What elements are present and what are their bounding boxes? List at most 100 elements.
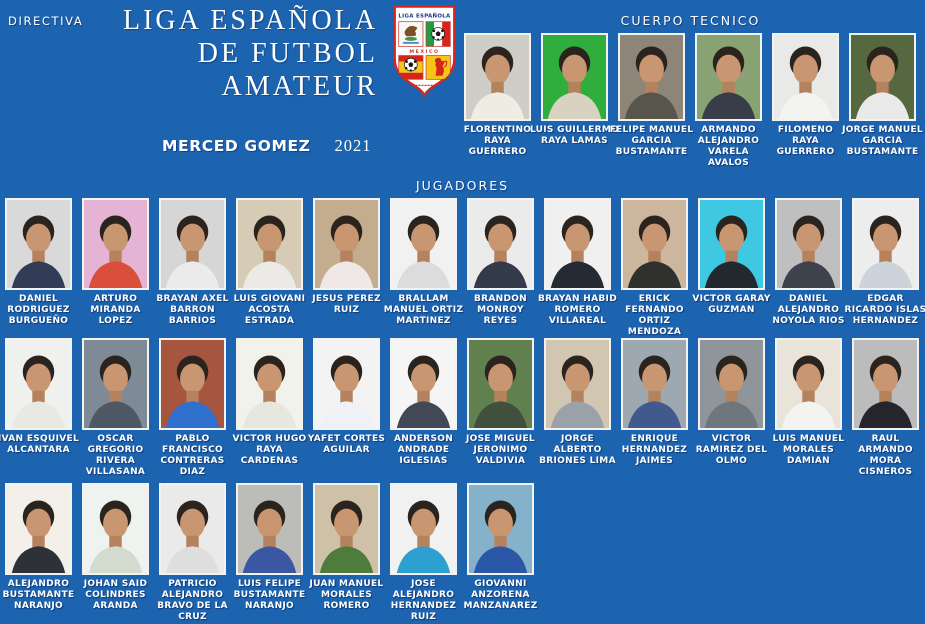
member-photo <box>544 198 611 290</box>
member-photo <box>5 198 72 290</box>
member-name: IVAN ESQUIVEL ALCANTARA <box>0 434 80 455</box>
member-card: ERICK FERNANDO ORTIZ MENDOZA <box>621 198 688 338</box>
member-card: ALEJANDRO BUSTAMANTE NARANJO <box>3 483 74 623</box>
member-name: DANIEL ALEJANDRO NOYOLA RIOS <box>772 294 845 326</box>
member-name: FELIPE MANUEL GARCIA BUSTAMANTE <box>609 125 694 157</box>
person-silhouette-icon <box>624 46 679 119</box>
member-name: JUAN MANUEL MORALES ROMERO <box>309 579 384 611</box>
person-silhouette-icon <box>396 355 451 428</box>
member-name: PABLO FRANCISCO CONTRERAS DIAZ <box>160 434 225 477</box>
players-section-heading: JUGADORES <box>415 178 510 193</box>
member-photo <box>159 338 226 430</box>
member-photo <box>695 33 762 121</box>
member-photo <box>236 338 303 430</box>
staff-section-heading: CUERPO TECNICO <box>620 13 761 28</box>
member-name: ARTURO MIRANDA LOPEZ <box>90 294 141 326</box>
member-name: LUIS FELIPE BUSTAMANTE NARANJO <box>233 579 306 611</box>
member-name: DANIEL RODRIGUEZ BURGUEÑO <box>7 294 70 326</box>
member-photo <box>467 198 534 290</box>
member-photo <box>621 338 688 430</box>
member-name: FLORENTINO RAYA GUERRERO <box>463 125 532 157</box>
member-photo <box>467 338 534 430</box>
crest-svg: LIGA ESPAÑOLA MEXICO <box>393 5 456 97</box>
member-card: FELIPE MANUEL GARCIA BUSTAMANTE <box>610 33 693 169</box>
person-silhouette-icon <box>11 355 66 428</box>
member-name: JORGE ALBERTO BRIONES LIMA <box>539 434 616 466</box>
member-card: BRALLAM MANUEL ORTIZ MARTINEZ <box>384 198 463 338</box>
person-silhouette-icon <box>88 215 143 288</box>
person-silhouette-icon <box>88 500 143 573</box>
member-card: JOSE ALEJANDRO HERNANDEZ RUIZ <box>390 483 457 623</box>
member-card: BRAYAN HABID ROMERO VILLAREAL <box>538 198 617 338</box>
member-card: JORGE MANUEL GARCIA BUSTAMANTE <box>842 33 923 169</box>
member-card: DANIEL ALEJANDRO NOYOLA RIOS <box>772 198 844 338</box>
member-card: ARTURO MIRANDA LOPEZ <box>82 198 149 338</box>
member-card: JORGE ALBERTO BRIONES LIMA <box>539 338 616 478</box>
member-photo <box>82 483 149 575</box>
member-photo <box>852 198 919 290</box>
member-card: JOSE MIGUEL JERONIMO VALDIVIA <box>466 338 535 478</box>
person-silhouette-icon <box>473 500 528 573</box>
member-card: JOHAN SAID COLINDRES ARANDA <box>82 483 149 623</box>
member-card: VICTOR GARAY GUZMAN <box>692 198 770 338</box>
member-photo <box>236 198 303 290</box>
league-title-line-3: AMATEUR <box>221 71 378 102</box>
member-card: LUIS FELIPE BUSTAMANTE NARANJO <box>234 483 305 623</box>
person-silhouette-icon <box>778 46 833 119</box>
member-photo <box>313 338 380 430</box>
member-photo <box>159 483 226 575</box>
member-photo <box>698 338 765 430</box>
season-year: 2021 <box>334 136 372 155</box>
member-photo <box>82 198 149 290</box>
person-silhouette-icon <box>165 500 220 573</box>
member-name: LUIS MANUEL MORALES DAMIAN <box>772 434 845 466</box>
member-card: OSCAR GREGORIO RIVERA VILLASANA <box>82 338 149 478</box>
person-silhouette-icon <box>11 500 66 573</box>
person-silhouette-icon <box>242 215 297 288</box>
person-silhouette-icon <box>855 46 910 119</box>
member-photo <box>390 338 457 430</box>
member-photo <box>82 338 149 430</box>
person-silhouette-icon <box>165 355 220 428</box>
member-card: PABLO FRANCISCO CONTRERAS DIAZ <box>159 338 226 478</box>
team-line: MERCED GOMEZ 2021 <box>162 136 372 156</box>
member-card: FLORENTINO RAYA GUERRERO <box>464 33 531 169</box>
member-card: DANIEL RODRIGUEZ BURGUEÑO <box>5 198 72 338</box>
member-photo <box>618 33 685 121</box>
league-title-line-2: DE FUTBOL <box>197 38 378 69</box>
member-name: JOSE MIGUEL JERONIMO VALDIVIA <box>466 434 535 466</box>
players-row-3: ALEJANDRO BUSTAMANTE NARANJO JOHAN SAID … <box>3 483 537 623</box>
person-silhouette-icon <box>547 46 602 119</box>
member-card: FILOMENO RAYA GUERRERO <box>772 33 839 169</box>
member-name: FILOMENO RAYA GUERRERO <box>776 125 835 157</box>
member-name: BRAYAN HABID ROMERO VILLAREAL <box>538 294 617 326</box>
member-card: LUIS MANUEL MORALES DAMIAN <box>773 338 844 478</box>
league-title-line-1: LIGA ESPAÑOLA <box>123 5 378 36</box>
person-silhouette-icon <box>781 215 836 288</box>
member-photo <box>849 33 916 121</box>
crest-mexico-flag-quadrant <box>425 21 451 47</box>
person-silhouette-icon <box>704 355 759 428</box>
person-silhouette-icon <box>550 355 605 428</box>
member-card: RAUL ARMANDO MORA CISNEROS <box>852 338 919 478</box>
member-card: GIOVANNI ANZORENA MANZANAREZ <box>463 483 537 623</box>
person-silhouette-icon <box>473 215 528 288</box>
member-photo <box>390 483 457 575</box>
member-photo <box>621 198 688 290</box>
person-silhouette-icon <box>319 355 374 428</box>
person-silhouette-icon <box>396 215 451 288</box>
member-photo <box>5 338 72 430</box>
member-name: BRANDON MONROY REYES <box>473 294 528 326</box>
member-name: VICTOR GARAY GUZMAN <box>692 294 771 315</box>
person-silhouette-icon <box>165 215 220 288</box>
member-name: YAFET CORTES AGUILAR <box>307 434 386 455</box>
person-silhouette-icon <box>701 46 756 119</box>
member-photo <box>698 198 765 290</box>
person-silhouette-icon <box>550 215 605 288</box>
person-silhouette-icon <box>11 215 66 288</box>
member-card: LUIS GIOVANI ACOSTA ESTRADA <box>234 198 305 338</box>
person-silhouette-icon <box>858 215 913 288</box>
players-row-2: IVAN ESQUIVEL ALCANTARA OSCAR GREGORIO R… <box>0 338 919 478</box>
member-photo <box>772 33 839 121</box>
member-name: VICTOR RAMIREZ DEL OLMO <box>695 434 768 466</box>
